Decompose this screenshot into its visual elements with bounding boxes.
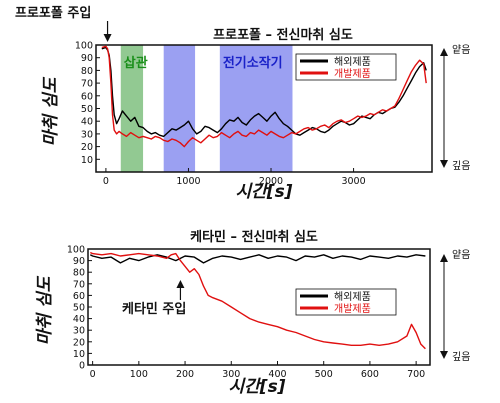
propofol-injection-arrow-head (103, 34, 112, 42)
propofol-ytick-label: 100 (75, 41, 93, 52)
propofol-ytick-label: 60 (81, 91, 93, 102)
propofol-ytick-label: 70 (81, 79, 93, 90)
propofol-band-label-2: 전기소작기 (223, 55, 283, 71)
ketamine-series-foreign-line (89, 254, 426, 264)
ketamine-injection-arrow-head (176, 280, 185, 288)
ketamine-deep-label: 깊음 (452, 351, 470, 363)
ketamine-legend-foreign: 해외제품 (334, 290, 371, 303)
ketamine-shallow-label: 얕음 (452, 248, 470, 261)
ketamine-y-axis-label: 마취 심도 (35, 275, 55, 345)
propofol-band-label-0: 삽관 (124, 55, 148, 71)
ketamine-ytick-label: 70 (73, 279, 85, 290)
propofol-chart-title: 프로포폴 – 전신마취 심도 (213, 27, 353, 43)
propofol-legend: 해외제품 개발제품 (295, 53, 397, 81)
ketamine-series-developed-line (89, 251, 426, 350)
ketamine-ytick-label: 60 (73, 291, 85, 302)
propofol-series-developed-line (101, 45, 427, 148)
propofol-x-axis-label: 시간[s] (236, 182, 293, 202)
ketamine-xtick-label: 500 (315, 369, 333, 380)
propofol-legend-foreign: 해외제품 (334, 55, 371, 68)
ketamine-ytick-label: 10 (73, 349, 85, 360)
ketamine-xtick-label: 0 (90, 369, 96, 380)
ketamine-xtick-label: 600 (361, 369, 379, 380)
propofol-injection-annotation: 프로포폴 주입 (15, 6, 91, 21)
ketamine-ytick-label: 80 (73, 268, 85, 279)
propofol-ytick-label: 50 (81, 104, 93, 115)
ketamine-legend: 해외제품 개발제품 (295, 288, 397, 316)
ketamine-legend-developed: 개발제품 (334, 303, 371, 315)
ketamine-injection-annotation: 케타민 주입 (122, 301, 186, 317)
propofol-band-2 (219, 45, 293, 172)
ketamine-chart-title: 케타민 – 전신마취 심도 (190, 229, 318, 245)
ketamine-ytick-label: 100 (67, 245, 85, 256)
ketamine-ytick-label: 50 (73, 303, 85, 314)
propofol-xtick-label: 0 (103, 176, 109, 187)
propofol-band-0 (120, 45, 144, 172)
propofol-ytick-label: 20 (81, 142, 93, 153)
propofol-depth-arrow-down-head (440, 160, 448, 168)
ketamine-ytick-label: 0 (79, 361, 85, 372)
propofol-legend-box (295, 53, 397, 81)
ketamine-xtick-label: 200 (176, 369, 194, 380)
propofol-ytick-label: 90 (81, 53, 93, 64)
ketamine-depth-arrow-up-head (440, 254, 448, 262)
ketamine-ytick-label: 90 (73, 256, 85, 267)
propofol-xtick-label: 1000 (176, 176, 200, 187)
ketamine-x-axis-label: 시간[s] (229, 377, 286, 397)
propofol-band-1 (163, 45, 196, 172)
propofol-shallow-label: 얕음 (452, 43, 470, 56)
ketamine-depth-arrow-down-head (440, 351, 448, 359)
ketamine-ytick-label: 20 (73, 337, 85, 348)
propofol-y-axis-label: 마취 심도 (41, 76, 61, 146)
ketamine-xtick-label: 400 (268, 369, 286, 380)
propofol-deep-label: 깊음 (452, 160, 470, 172)
propofol-ytick-label: 40 (81, 117, 93, 128)
propofol-xtick-label: 2000 (259, 176, 283, 187)
ketamine-xtick-label: 700 (407, 369, 425, 380)
propofol-xtick-label: 3000 (341, 176, 365, 187)
propofol-ytick-label: 10 (81, 155, 93, 166)
propofol-series-foreign-line (101, 46, 427, 138)
ketamine-ytick-label: 30 (73, 326, 85, 337)
propofol-depth-arrow-up-head (440, 48, 448, 56)
propofol-legend-developed: 개발제품 (334, 68, 371, 80)
propofol-ytick-label: 80 (81, 66, 93, 77)
propofol-ytick-label: 30 (81, 129, 93, 140)
ketamine-xtick-label: 300 (222, 369, 240, 380)
ketamine-xtick-label: 100 (130, 369, 148, 380)
ketamine-ytick-label: 40 (73, 314, 85, 325)
ketamine-legend-box (295, 288, 397, 316)
